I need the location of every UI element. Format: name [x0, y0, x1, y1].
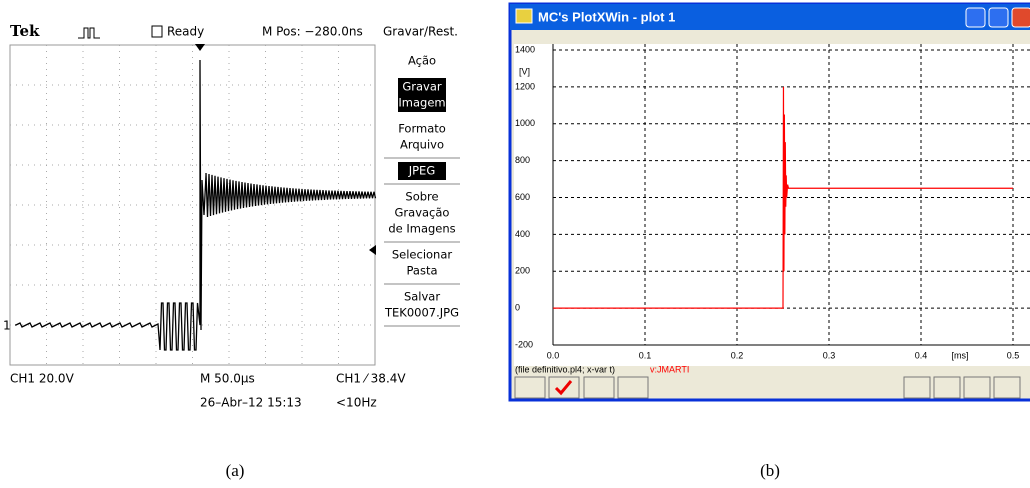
tool-button[interactable] — [934, 377, 960, 398]
y-tick-label: -200 — [515, 339, 533, 349]
run-icon — [152, 26, 162, 37]
menu-item: Gravação — [395, 206, 450, 220]
caption-a: (a) — [226, 461, 245, 480]
variable: v:JMARTI — [650, 364, 689, 374]
menu-item: Pasta — [406, 264, 437, 278]
y-tick-label: 400 — [515, 229, 530, 239]
app-icon — [516, 9, 532, 23]
y-tick-label: 200 — [515, 266, 530, 276]
x-tick-label: 0.0 — [547, 350, 560, 360]
tool-button[interactable] — [584, 377, 614, 398]
x-tick-label: 0.5 — [1007, 350, 1020, 360]
x-tick-label: 0.4 — [915, 350, 928, 360]
menu-item: Salvar — [404, 290, 440, 304]
file-info: (file definitivo.pl4; x-var t) — [515, 364, 615, 374]
date: 26–Abr–12 15:13 — [200, 396, 302, 410]
menu-item: Selecionar — [392, 248, 453, 262]
y-tick-label: 800 — [515, 155, 530, 165]
status: Ready — [167, 25, 204, 39]
timebase: M 50.0µs — [200, 372, 255, 386]
y-tick-label: 1400 — [515, 44, 535, 54]
channel-marker: 1 — [3, 319, 11, 333]
channel-scale: CH1 20.0V — [10, 372, 75, 386]
y-tick-label: 1000 — [515, 118, 535, 128]
caption-b: (b) — [760, 461, 780, 480]
tool-button[interactable] — [515, 377, 545, 398]
tool-button[interactable] — [964, 377, 990, 398]
acq-icon — [78, 28, 100, 38]
menu-item: TEK0007.JPG — [384, 306, 459, 320]
x-axis-label: [ms] — [952, 350, 969, 360]
menu-item: de Imagens — [388, 222, 455, 236]
tool-button[interactable] — [904, 377, 930, 398]
page: Tek Ready M Pos: −280.0ns Gravar/Rest. 1… — [0, 0, 1030, 488]
position: M Pos: −280.0ns — [262, 25, 363, 39]
menu-item: Formato — [398, 122, 446, 136]
menu-title: Gravar/Rest. — [383, 25, 458, 39]
maximize-button[interactable] — [989, 8, 1008, 27]
menu-item: JPEG — [408, 164, 436, 178]
trigger: CH1 ⁄ 38.4V — [336, 372, 406, 386]
brand: Tek — [10, 22, 40, 40]
frequency: <10Hz — [336, 396, 377, 410]
window-title: MC's PlotXWin - plot 1 — [538, 9, 675, 24]
y-tick-label: 0 — [515, 303, 520, 313]
menu-item: Arquivo — [400, 138, 444, 152]
menu-item: Gravar — [402, 80, 442, 94]
menu-item: Imagem — [398, 96, 445, 110]
x-tick-label: 0.3 — [823, 350, 836, 360]
x-tick-label: 0.2 — [731, 350, 744, 360]
y-axis-label: [V] — [519, 66, 530, 76]
y-tick-label: 1200 — [515, 81, 535, 91]
tool-button[interactable] — [618, 377, 648, 398]
y-tick-label: 600 — [515, 192, 530, 202]
menu: Ação Gravar Imagem Formato Arquivo JPEG Sobre G… — [384, 54, 460, 327]
close-button[interactable] — [1012, 8, 1030, 27]
oscilloscope: Tek Ready M Pos: −280.0ns Gravar/Rest. 1… — [3, 22, 460, 410]
minimize-button[interactable] — [966, 8, 985, 27]
x-tick-label: 0.1 — [639, 350, 652, 360]
menu-item: Ação — [408, 54, 436, 68]
plot-area — [514, 44, 1030, 366]
tool-button[interactable] — [994, 377, 1020, 398]
menu-item: Sobre — [405, 190, 438, 204]
window: MC's PlotXWin - plot 1 -200 0 200 400 600 800… — [510, 4, 1030, 400]
